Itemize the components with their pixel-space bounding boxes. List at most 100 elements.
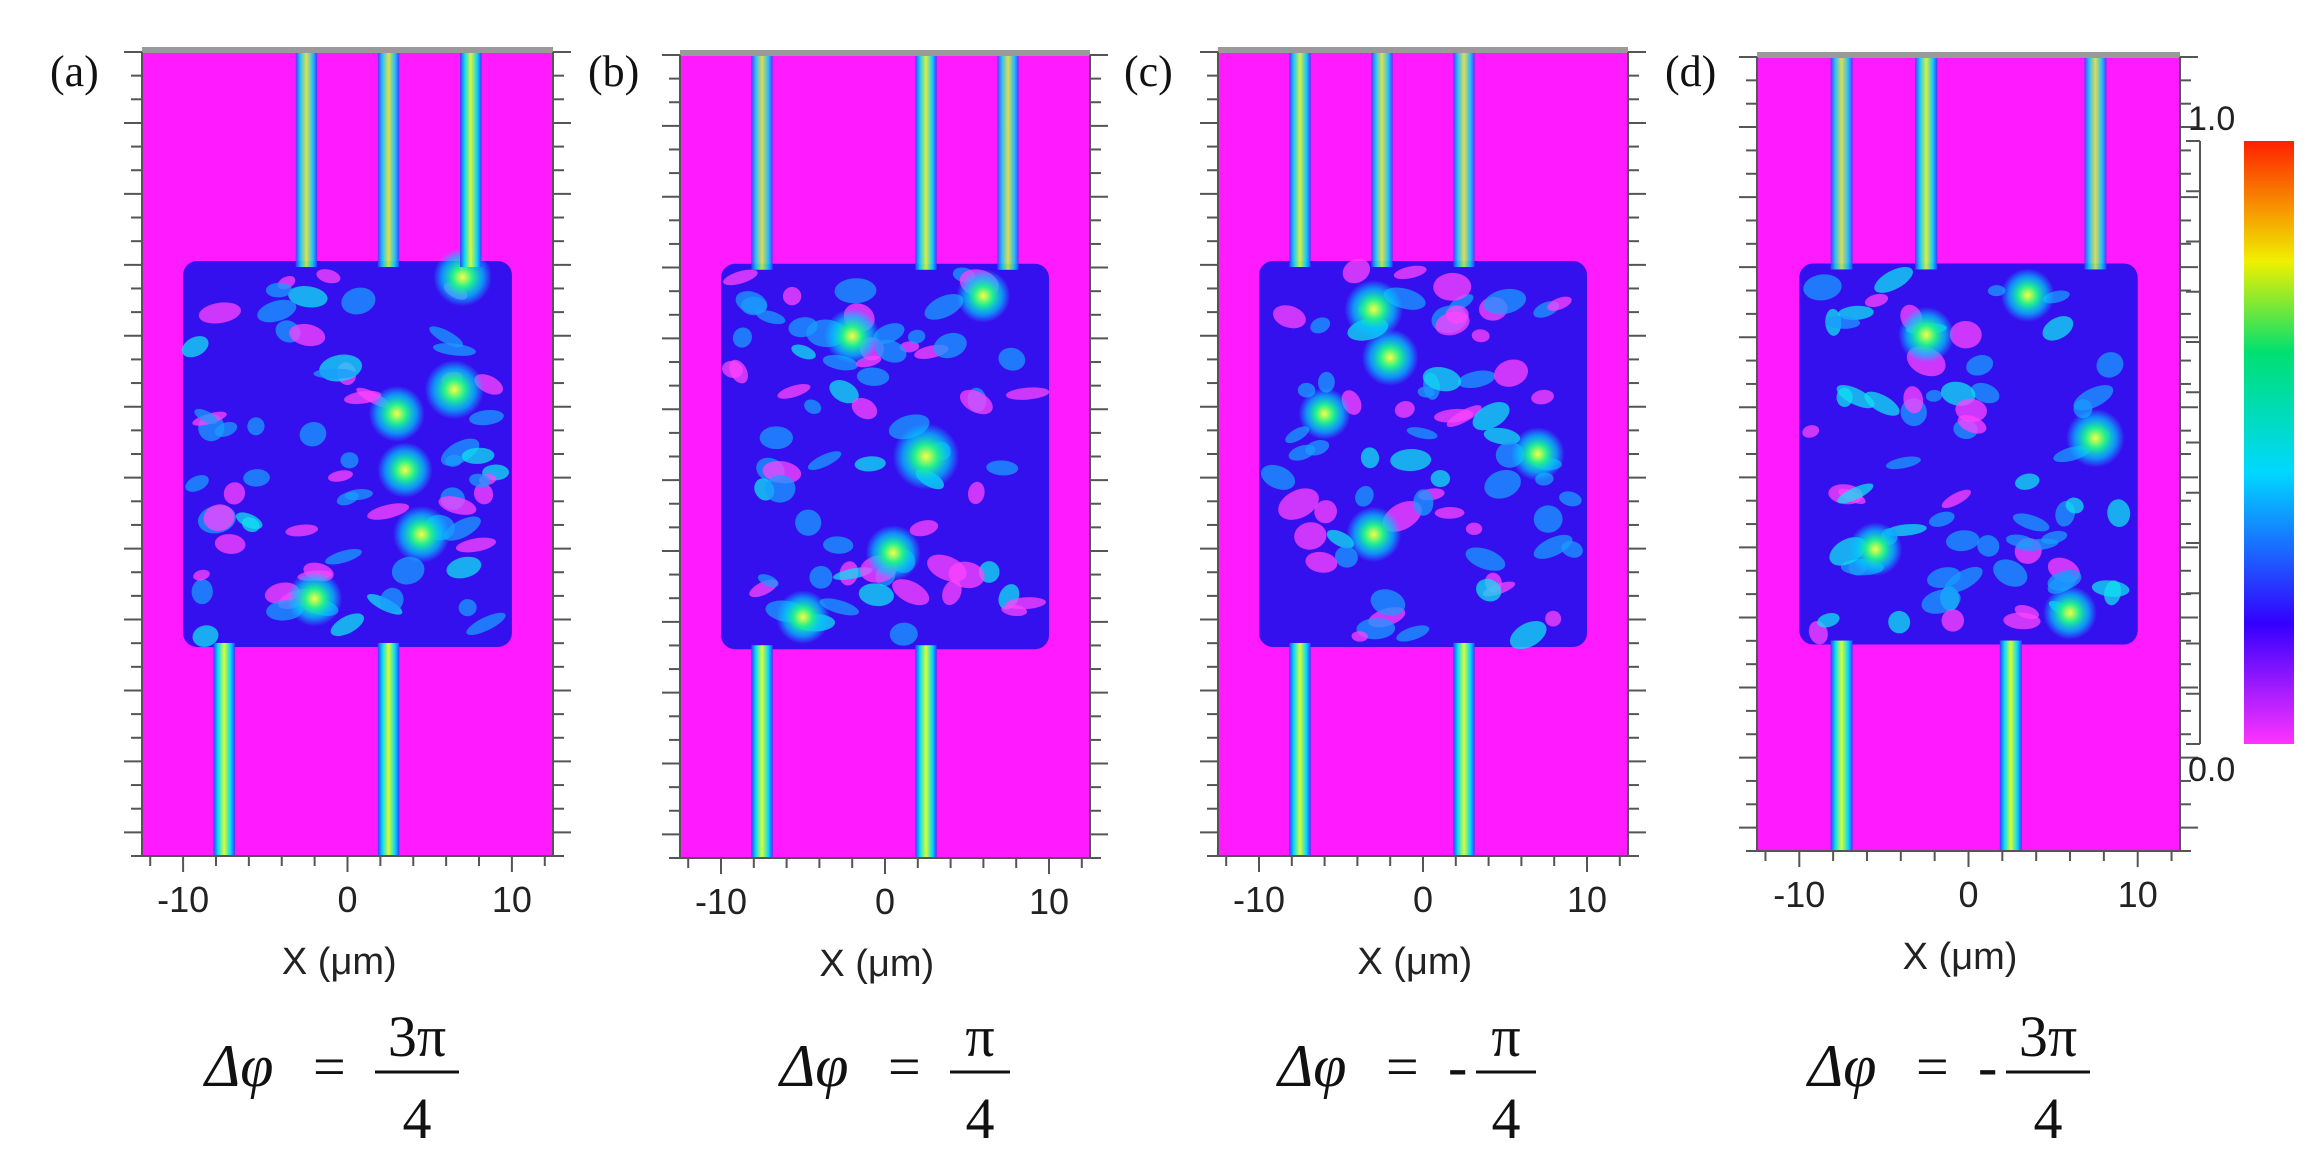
plot-top-border	[1757, 52, 2180, 58]
speckle	[1317, 371, 1335, 393]
intensity-spot	[393, 506, 450, 563]
output-waveguide	[751, 55, 773, 270]
delta-phi-symbol: Δφ	[1276, 1033, 1346, 1099]
speckle	[288, 286, 328, 308]
speckle	[2107, 499, 2131, 528]
output-waveguide	[1915, 57, 1938, 270]
speckle	[757, 574, 779, 588]
speckle	[1434, 507, 1465, 519]
speckle	[458, 599, 477, 617]
output-waveguide	[1453, 52, 1475, 268]
speckle	[1559, 491, 1582, 507]
speckle	[819, 598, 859, 616]
speckle	[191, 579, 213, 605]
speckle	[1925, 389, 1943, 402]
speckle	[473, 483, 494, 505]
panel-c: -10 0 10 X (μm) (c) Δφ = - π 4	[1124, 47, 1646, 1151]
speckle	[438, 496, 477, 515]
speckle	[1561, 540, 1583, 558]
speckle	[1483, 288, 1527, 315]
speckle	[1465, 547, 1506, 571]
speckle	[907, 329, 926, 344]
speckle	[192, 625, 219, 647]
speckle	[1547, 296, 1572, 311]
input-waveguide	[1453, 642, 1475, 856]
speckle	[1334, 546, 1358, 568]
speckle	[809, 565, 833, 589]
delta-phi-numerator: π	[965, 1004, 994, 1069]
y-axes	[1200, 51, 1646, 857]
speckle	[933, 332, 967, 359]
speckle	[1483, 427, 1521, 445]
intensity-spot	[1848, 522, 1903, 577]
speckle-pattern	[1261, 258, 1583, 650]
plot-top-border	[142, 47, 553, 53]
speckle	[1944, 566, 1983, 593]
speckle	[2012, 513, 2050, 532]
speckle	[1413, 489, 1434, 516]
speckle	[1864, 391, 1900, 416]
speckle	[851, 397, 878, 420]
speckle	[1305, 551, 1338, 573]
speckle	[1903, 386, 1924, 414]
x-tick-label: 10	[1567, 879, 1607, 920]
input-waveguide	[213, 642, 235, 856]
speckle	[795, 509, 822, 536]
speckle	[235, 512, 263, 530]
speckle	[1494, 359, 1529, 387]
colorbar-max-label: 1.0	[2188, 100, 2235, 138]
speckle	[732, 327, 752, 348]
x-tick-label: 10	[1029, 881, 1069, 922]
x-tick-label: 0	[337, 879, 357, 920]
speckle	[1472, 401, 1510, 431]
speckle	[2003, 612, 2041, 630]
speckle	[1836, 384, 1875, 409]
scattering-region	[721, 263, 1049, 650]
delta-phi-formula: Δφ = -3π 4	[1806, 1004, 2090, 1151]
speckle	[1310, 317, 1331, 334]
delta-phi-formula: Δφ = π 4	[778, 1004, 1010, 1151]
intensity-spot	[2043, 586, 2097, 640]
speckle	[1288, 444, 1316, 461]
speckle	[1446, 405, 1482, 428]
intensity-spot	[1298, 387, 1351, 440]
speckle	[214, 534, 246, 554]
speckle	[341, 287, 376, 315]
delta-phi-denominator: 4	[2034, 1086, 2063, 1151]
delta-phi-symbol: Δφ	[778, 1033, 848, 1099]
delta-phi-sign: -	[1448, 1034, 1467, 1099]
speckle	[1394, 401, 1415, 418]
intensity-spot	[368, 385, 425, 442]
speckle	[1955, 398, 1987, 423]
output-waveguide	[377, 52, 400, 268]
speckle	[1987, 285, 2006, 297]
x-axis: -10 0 10 X (μm)	[1218, 855, 1628, 983]
speckle	[834, 278, 877, 304]
speckle	[446, 556, 482, 579]
panel-a: -10 0 10 X (μm) (a) Δφ = 3π 4	[50, 47, 571, 1151]
x-axis-label: X (μm)	[282, 941, 397, 983]
equals-sign: =	[888, 1034, 921, 1099]
speckle	[777, 383, 811, 399]
intensity-spot	[424, 360, 484, 420]
speckle	[1390, 448, 1432, 472]
delta-phi-formula: Δφ = - π 4	[1276, 1004, 1536, 1151]
speckle	[223, 482, 246, 505]
intensity-spot	[824, 308, 880, 364]
speckle	[927, 554, 967, 582]
plot-top-border	[1218, 47, 1628, 53]
speckle	[998, 347, 1026, 371]
speckle	[2104, 580, 2122, 606]
speckle	[185, 475, 209, 492]
speckle	[327, 470, 353, 482]
speckle	[2073, 385, 2114, 411]
speckle	[959, 389, 993, 415]
speckle	[2015, 473, 2040, 490]
x-axis: -10 0 10 X (μm)	[680, 857, 1090, 985]
speckle	[1817, 612, 1840, 628]
colorbar-min-label: 0.0	[2188, 751, 2235, 789]
speckle	[1417, 386, 1435, 398]
equals-sign: =	[1386, 1034, 1419, 1099]
output-waveguide	[460, 52, 482, 268]
